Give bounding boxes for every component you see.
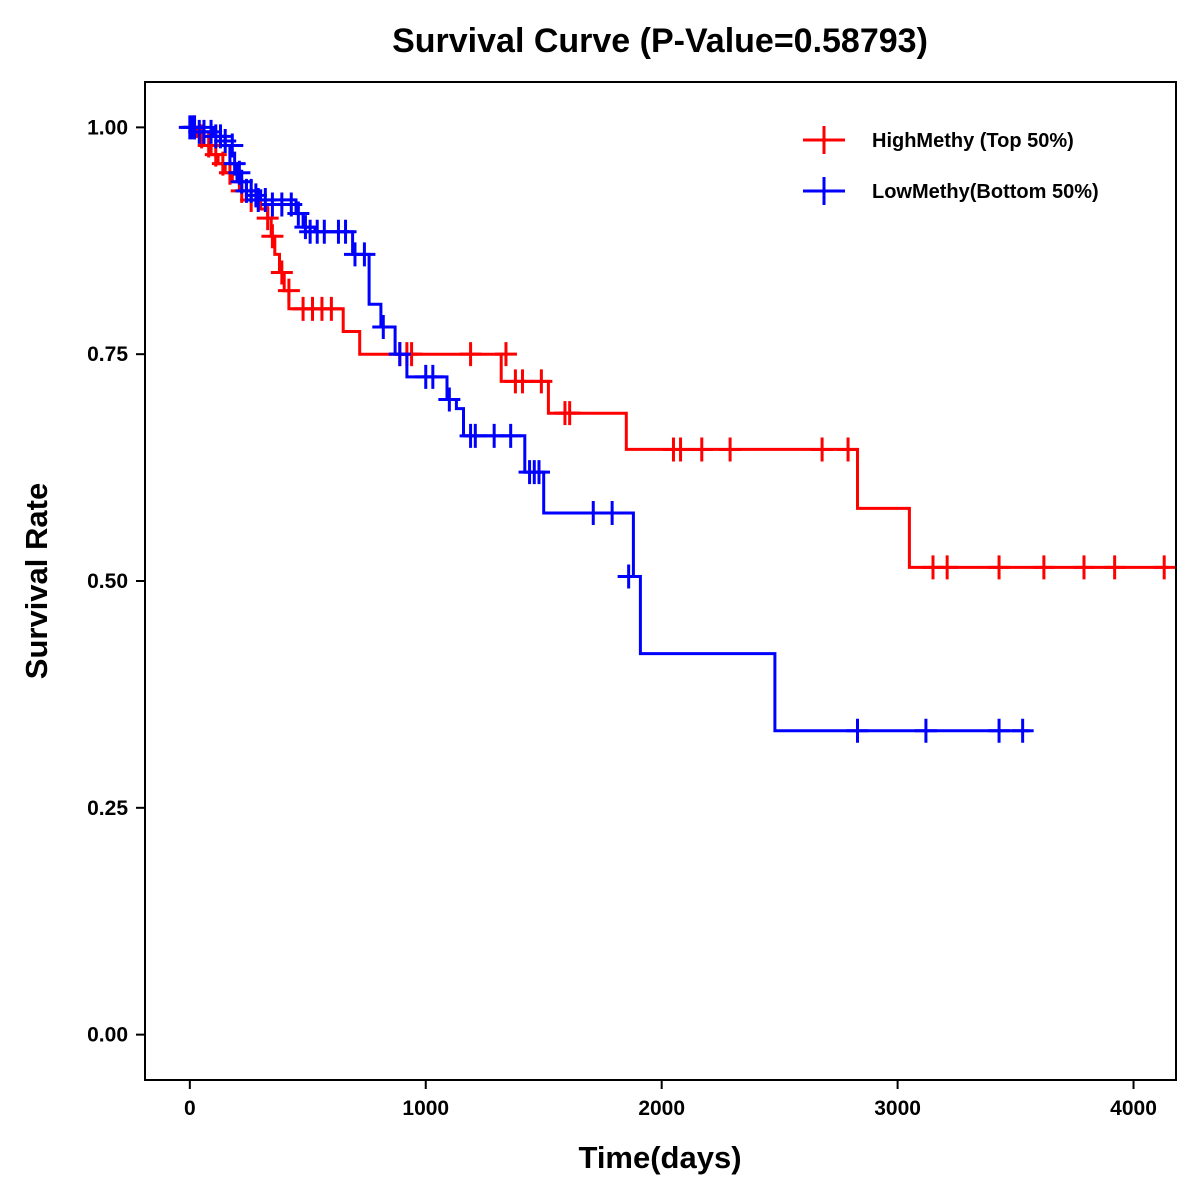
censor-mark [811,437,834,462]
censor-mark [617,564,640,589]
y-axis: 0.00 0.25 0.50 0.75 1.00 [87,116,145,1047]
censor-mark [719,437,742,462]
censor-mark [1072,555,1095,580]
censor-mark [1032,555,1055,580]
survival-curve [189,125,1030,733]
censor-mark [494,342,517,367]
censor-mark [1103,555,1126,580]
x-tick-label: 3000 [874,1097,921,1120]
censor-mark [511,369,534,394]
legend-key [803,126,845,154]
series-layer [178,115,1176,743]
censor-mark [582,500,605,525]
censor-mark [530,369,553,394]
censor-mark [221,133,244,158]
censor-mark [527,460,550,485]
y-tick-label: 1.00 [87,116,128,139]
censor-mark [388,342,411,367]
censor-mark [690,437,713,462]
censor-mark [464,423,487,448]
censor-mark [256,206,279,231]
censor-mark [270,260,293,285]
legend-item-1: LowMethy(Bottom 50%) [803,177,1099,205]
censor-mark [421,364,444,389]
censor-mark [936,555,959,580]
censor-mark [988,718,1011,743]
censor-mark [558,401,581,426]
censor-mark [183,115,206,140]
censor-mark [334,219,357,244]
censor-mark [988,555,1011,580]
censor-mark [244,183,267,208]
legend-key [803,177,845,205]
censor-mark [200,119,223,144]
censor-mark [601,500,624,525]
censor-mark [837,437,860,462]
censor-mark [914,718,937,743]
censor-mark [459,342,482,367]
censor-mark [499,423,522,448]
censor-mark [261,224,284,249]
legend-label: LowMethy(Bottom 50%) [872,181,1099,203]
censor-mark [294,215,317,240]
x-axis-title: Time(days) [578,1140,741,1175]
censor-mark [209,124,232,149]
y-tick-label: 0.25 [87,797,128,820]
censor-mark [846,718,869,743]
x-tick-label: 2000 [638,1097,685,1120]
series-1 [178,115,1034,743]
censor-mark [277,278,300,303]
censor-mark [1153,555,1176,580]
censor-mark [438,387,461,412]
censor-mark [287,201,310,226]
y-tick-label: 0.00 [87,1024,128,1047]
x-axis: 0 1000 2000 3000 4000 [184,1080,1157,1120]
legend-item-0: HighMethy (Top 50%) [803,126,1074,154]
x-tick-label: 1000 [402,1097,449,1120]
censor-mark [669,437,692,462]
legend: HighMethy (Top 50%) LowMethy(Bottom 50%) [803,126,1099,205]
chart-title: Survival Curve (P-Value=0.58793) [392,22,928,60]
y-tick-label: 0.75 [87,343,128,366]
x-tick-label: 0 [184,1097,196,1120]
legend-label: HighMethy (Top 50%) [872,130,1074,152]
y-tick-label: 0.50 [87,570,128,593]
y-axis-title: Survival Rate [19,483,54,679]
censor-mark [1011,718,1034,743]
censor-mark [353,242,376,267]
censor-mark [372,314,395,339]
censor-mark [320,296,343,321]
x-tick-label: 4000 [1110,1097,1157,1120]
